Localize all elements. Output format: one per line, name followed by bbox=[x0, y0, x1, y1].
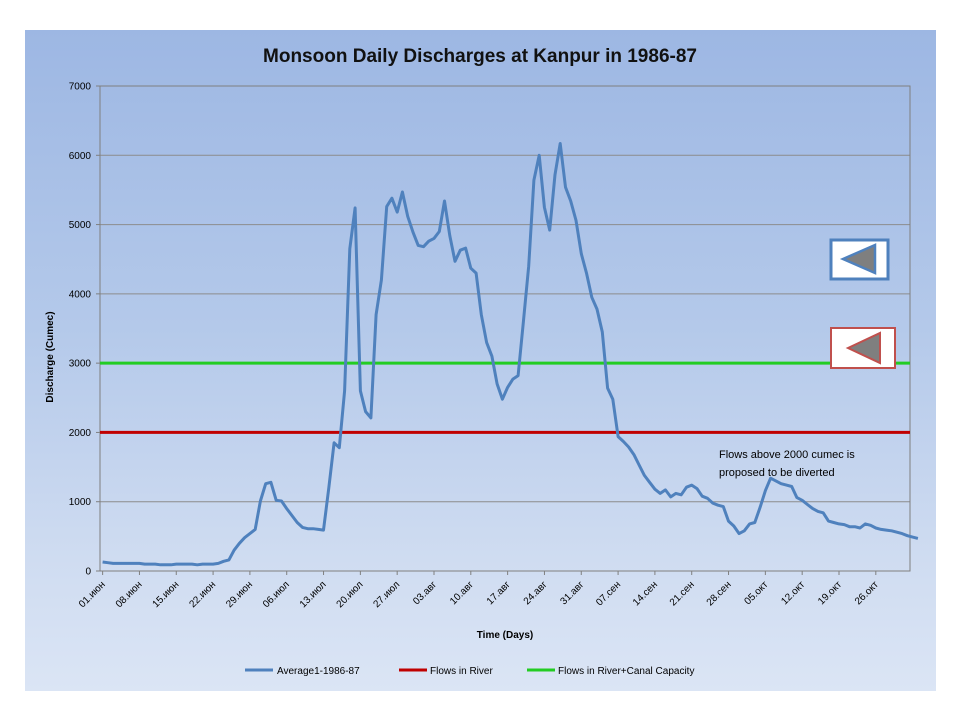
y-tick-label: 4000 bbox=[69, 289, 92, 300]
x-tick-label: 28.сен bbox=[705, 579, 734, 608]
left-triangle-icon bbox=[839, 243, 877, 275]
x-axis-ticks: 01.июн 08.июн 15.июн 22.июн 29.июн 06.июл 13.и… bbox=[77, 571, 881, 610]
back-button-red[interactable] bbox=[830, 327, 896, 369]
y-tick-label: 6000 bbox=[69, 151, 92, 162]
x-tick-label: 06.июл bbox=[261, 579, 292, 610]
legend-label-river: Flows in River bbox=[430, 666, 493, 677]
x-axis-title: Time (Days) bbox=[477, 630, 534, 641]
line-chart: Monsoon Daily Discharges at Kanpur in 19… bbox=[45, 46, 919, 677]
annotation-line-1: Flows above 2000 cumec is bbox=[719, 449, 855, 461]
y-tick-label: 2000 bbox=[69, 428, 92, 439]
x-tick-label: 12.окт bbox=[779, 579, 807, 607]
x-tick-label: 07.сен bbox=[594, 579, 623, 608]
x-tick-label: 29.июн bbox=[224, 579, 255, 610]
y-axis-title: Discharge (Cumec) bbox=[45, 311, 56, 402]
series-layer bbox=[100, 142, 919, 567]
x-tick-label: 21.сен bbox=[668, 579, 697, 608]
y-tick-label: 1000 bbox=[69, 497, 92, 508]
back-button-blue[interactable] bbox=[829, 238, 890, 281]
x-tick-label: 22.июн bbox=[187, 579, 218, 610]
plot-area bbox=[99, 85, 911, 572]
x-tick-label: 13.июл bbox=[298, 579, 329, 610]
x-tick-label: 03.авг bbox=[411, 579, 439, 607]
x-tick-label: 27.июл bbox=[371, 579, 402, 610]
y-tick-label: 0 bbox=[85, 567, 91, 578]
x-tick-label: 24.авг bbox=[522, 579, 550, 607]
legend-label-canal: Flows in River+Canal Capacity bbox=[558, 666, 694, 677]
x-tick-label: 19.окт bbox=[816, 579, 844, 607]
legend-label-average: Average1-1986-87 bbox=[277, 666, 360, 677]
grid-lines bbox=[100, 85, 910, 572]
series-line-average bbox=[102, 142, 919, 567]
y-axis-ticks: 0 1000 2000 3000 4000 5000 6000 7000 bbox=[69, 82, 100, 578]
y-tick-label: 7000 bbox=[69, 82, 92, 93]
legend: Average1-1986-87 Flows in River Flows in… bbox=[245, 666, 694, 677]
x-tick-label: 17.авг bbox=[485, 579, 513, 607]
x-tick-label: 20.июл bbox=[335, 579, 366, 610]
left-triangle-icon bbox=[845, 331, 881, 365]
y-tick-label: 3000 bbox=[69, 359, 92, 370]
x-tick-label: 05.окт bbox=[743, 579, 771, 607]
x-tick-label: 15.июн bbox=[151, 579, 182, 610]
chart-area: Monsoon Daily Discharges at Kanpur in 19… bbox=[25, 30, 936, 691]
x-tick-label: 10.авг bbox=[448, 579, 476, 607]
x-tick-label: 01.июн bbox=[77, 579, 108, 610]
x-tick-label: 26.окт bbox=[853, 579, 881, 607]
y-tick-label: 5000 bbox=[69, 220, 92, 231]
x-tick-label: 31.авг bbox=[559, 579, 587, 607]
chart-title: Monsoon Daily Discharges at Kanpur in 19… bbox=[263, 46, 697, 67]
annotation-line-2: proposed to be diverted bbox=[719, 467, 835, 479]
x-tick-label: 08.июн bbox=[114, 579, 145, 610]
x-tick-label: 14.сен bbox=[631, 579, 660, 608]
